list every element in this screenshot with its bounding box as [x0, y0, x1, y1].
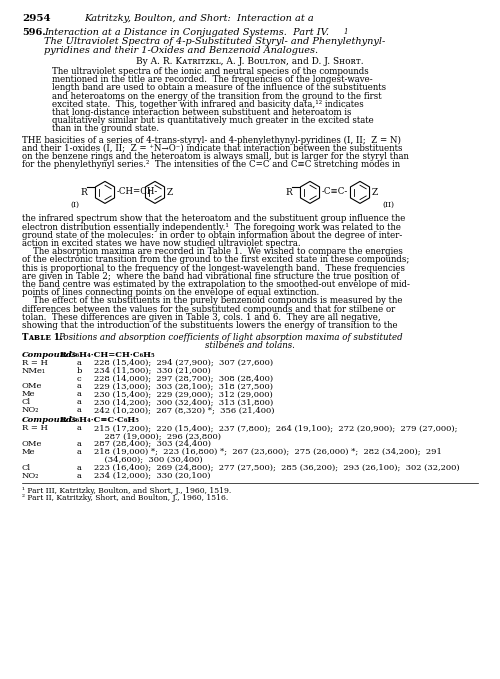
Text: 287 (28,400);  303 (24,400): 287 (28,400); 303 (24,400) [94, 440, 211, 448]
Text: 223 (16,400);  269 (24,800);  277 (27,500);  285 (36,200);  293 (26,100);  302 (: 223 (16,400); 269 (24,800); 277 (27,500)… [94, 464, 460, 472]
Text: -C≡C-: -C≡C- [322, 187, 348, 196]
Text: 230 (15,400);  229 (29,000);  312 (29,000): 230 (15,400); 229 (29,000); 312 (29,000) [94, 390, 273, 399]
Text: on the benzene rings and the heteroatom is always small, but is larger for the s: on the benzene rings and the heteroatom … [22, 152, 409, 161]
Text: of the electronic transition from the ground to the first excited state in these: of the electronic transition from the gr… [22, 255, 409, 264]
Text: R: R [285, 188, 292, 198]
Text: R = H: R = H [22, 424, 48, 433]
Text: that long-distance interaction between substituent and heteroatom is: that long-distance interaction between s… [52, 108, 352, 117]
Text: Tᴀʙʟᴇ 1.: Tᴀʙʟᴇ 1. [22, 333, 63, 342]
Text: R·C₆H₄·CH=CH·C₆H₅: R·C₆H₄·CH=CH·C₆H₅ [60, 350, 156, 359]
Text: 2954: 2954 [22, 14, 50, 23]
Text: Compounds: Compounds [22, 350, 78, 359]
Text: 234 (12,000);  330 (20,100): 234 (12,000); 330 (20,100) [94, 472, 210, 479]
Text: mentioned in the title are recorded.  The frequencies of the longest-wave-: mentioned in the title are recorded. The… [52, 75, 372, 84]
Text: a: a [77, 406, 82, 414]
Text: and their 1-oxides (I, II;  Z = ⁺N→O⁻) indicate that interaction between the sub: and their 1-oxides (I, II; Z = ⁺N→O⁻) in… [22, 144, 402, 153]
Text: ² Part II, Katritzky, Short, and Boulton, J., 1960, 1516.: ² Part II, Katritzky, Short, and Boulton… [22, 494, 228, 502]
Text: 218 (19,000) *;  223 (16,800) *;  267 (23,600);  275 (26,000) *;  282 (34,200); : 218 (19,000) *; 223 (16,800) *; 267 (23,… [94, 448, 442, 456]
Text: Me: Me [22, 390, 36, 399]
Text: showing that the introduction of the substituents lowers the energy of transitio: showing that the introduction of the sub… [22, 321, 398, 330]
Text: pyridines and their 1-Oxides and Benzenoid Analogues.: pyridines and their 1-Oxides and Benzeno… [44, 46, 318, 55]
Text: 228 (14,000);  297 (28,700);  308 (28,400): 228 (14,000); 297 (28,700); 308 (28,400) [94, 375, 273, 382]
Text: NO₂: NO₂ [22, 406, 40, 414]
Text: the infrared spectrum show that the heteroatom and the substituent group influen: the infrared spectrum show that the hete… [22, 215, 406, 223]
Text: Interaction at a Distance in Conjugated Systems.  Part IV.: Interaction at a Distance in Conjugated … [44, 28, 329, 37]
Text: THE basicities of a series of 4-trans-styryl- and 4-phenylethynyl-pyridines (I, : THE basicities of a series of 4-trans-st… [22, 136, 401, 145]
Text: length band are used to obtain a measure of the influence of the substituents: length band are used to obtain a measure… [52, 84, 386, 92]
Text: ground state of the molecules:  in order to obtain information about the degree : ground state of the molecules: in order … [22, 231, 402, 240]
Text: excited state.  This, together with infrared and basicity data,¹² indicates: excited state. This, together with infra… [52, 100, 364, 109]
Text: action in excited states we have now studied ultraviolet spectra.: action in excited states we have now stu… [22, 239, 300, 248]
Text: Z: Z [167, 188, 173, 198]
Text: (II): (II) [382, 200, 394, 208]
Text: Me: Me [22, 448, 36, 456]
Text: 1: 1 [344, 28, 348, 35]
Text: Z: Z [372, 188, 378, 198]
Text: a: a [77, 472, 82, 479]
Text: Positions and absorption coefficients of light absorption maxima of substituted: Positions and absorption coefficients of… [58, 333, 402, 342]
Text: stilbenes and tolans.: stilbenes and tolans. [205, 342, 295, 350]
Text: a: a [77, 424, 82, 433]
Text: 596.: 596. [22, 28, 46, 37]
Text: b: b [77, 367, 82, 375]
Text: tolan.  These differences are given in Table 3, cols. 1 and 6.  They are all neg: tolan. These differences are given in Ta… [22, 313, 381, 322]
Text: Cl: Cl [22, 464, 31, 472]
Text: than in the ground state.: than in the ground state. [52, 124, 159, 133]
Text: qualitatively similar but is quantitatively much greater in the excited state: qualitatively similar but is quantitativ… [52, 116, 374, 125]
Text: are given in Table 2;  where the band had vibrational fine structure the true po: are given in Table 2; where the band had… [22, 272, 399, 281]
Text: this is proportional to the frequency of the longest-wavelength band.  These fre: this is proportional to the frequency of… [22, 263, 405, 272]
Text: The Ultraviolet Spectra of 4-p-Substituted Styryl- and Phenylethynyl-: The Ultraviolet Spectra of 4-p-Substitut… [44, 37, 385, 46]
Text: 215 (17,200);  220 (15,400);  237 (7,800);  264 (19,100);  272 (20,900);  279 (2: 215 (17,200); 220 (15,400); 237 (7,800);… [94, 424, 458, 433]
Text: a: a [77, 464, 82, 472]
Text: a: a [77, 359, 82, 367]
Text: OMe: OMe [22, 382, 42, 390]
Text: (34,600);  300 (30,400): (34,600); 300 (30,400) [94, 456, 202, 464]
Text: Compounds: Compounds [22, 416, 78, 424]
Text: the band centre was estimated by the extrapolation to the smoothed-out envelope : the band centre was estimated by the ext… [22, 280, 410, 289]
Text: a: a [77, 390, 82, 399]
Text: Katritzky, Boulton, and Short:  Interaction at a: Katritzky, Boulton, and Short: Interacti… [84, 14, 314, 23]
Text: points of lines connecting points on the envelope of equal extinction.: points of lines connecting points on the… [22, 288, 320, 297]
Text: a: a [77, 448, 82, 456]
Text: -CH=CH-: -CH=CH- [117, 187, 158, 196]
Text: ¹ Part III, Katritzky, Boulton, and Short, J., 1960, 1519.: ¹ Part III, Katritzky, Boulton, and Shor… [22, 487, 231, 494]
Text: a: a [77, 440, 82, 448]
Text: a: a [77, 399, 82, 406]
Text: R·C₆H₄·C≡C·C₆H₅: R·C₆H₄·C≡C·C₆H₅ [60, 416, 140, 424]
Text: electron distribution essentially independently.¹  The foregoing work was relate: electron distribution essentially indepe… [22, 223, 401, 232]
Text: 234 (11,500);  330 (21,000): 234 (11,500); 330 (21,000) [94, 367, 211, 375]
Text: 228 (15,400);  294 (27,900);  307 (27,600): 228 (15,400); 294 (27,900); 307 (27,600) [94, 359, 273, 367]
Text: c: c [77, 375, 82, 382]
Text: NO₂: NO₂ [22, 472, 40, 479]
Text: 242 (10,200);  267 (8,320) *;  356 (21,400): 242 (10,200); 267 (8,320) *; 356 (21,400… [94, 406, 274, 414]
Text: NMe₁: NMe₁ [22, 367, 46, 375]
Text: OMe: OMe [22, 440, 42, 448]
Text: (I): (I) [70, 200, 79, 208]
Text: differences between the values for the substituted compounds and that for stilbe: differences between the values for the s… [22, 305, 395, 314]
Text: 229 (13,000);  303 (28,100);  318 (27,500): 229 (13,000); 303 (28,100); 318 (27,500) [94, 382, 273, 390]
Text: a: a [77, 382, 82, 390]
Text: The absorption maxima are recorded in Table 1.  We wished to compare the energie: The absorption maxima are recorded in Ta… [22, 247, 403, 256]
Text: 230 (14,200);  300 (32,400);  313 (31,800): 230 (14,200); 300 (32,400); 313 (31,800) [94, 399, 273, 406]
Text: By A. R. Kᴀᴛʀɪᴛᴢᴋʟ, A. J. Bᴏᴜʟᴛᴏɴ, and D. J. Sʜᴏʀᴛ.: By A. R. Kᴀᴛʀɪᴛᴢᴋʟ, A. J. Bᴏᴜʟᴛᴏɴ, and D… [136, 57, 364, 66]
Text: The effect of the substituents in the purely benzenoid compounds is measured by : The effect of the substituents in the pu… [22, 297, 402, 306]
Text: for the phenylethynyl series.²  The intensities of the C=C and C≡C stretching mo: for the phenylethynyl series.² The inten… [22, 160, 400, 169]
Text: and heteroatoms on the energy of the transition from the ground to the first: and heteroatoms on the energy of the tra… [52, 92, 382, 100]
Text: R: R [80, 188, 87, 198]
Text: 287 (19,000);  296 (23,800): 287 (19,000); 296 (23,800) [94, 433, 221, 440]
Text: R = H: R = H [22, 359, 48, 367]
Text: The ultraviolet spectra of the ionic and neutral species of the compounds: The ultraviolet spectra of the ionic and… [52, 67, 369, 76]
Text: Cl: Cl [22, 399, 31, 406]
